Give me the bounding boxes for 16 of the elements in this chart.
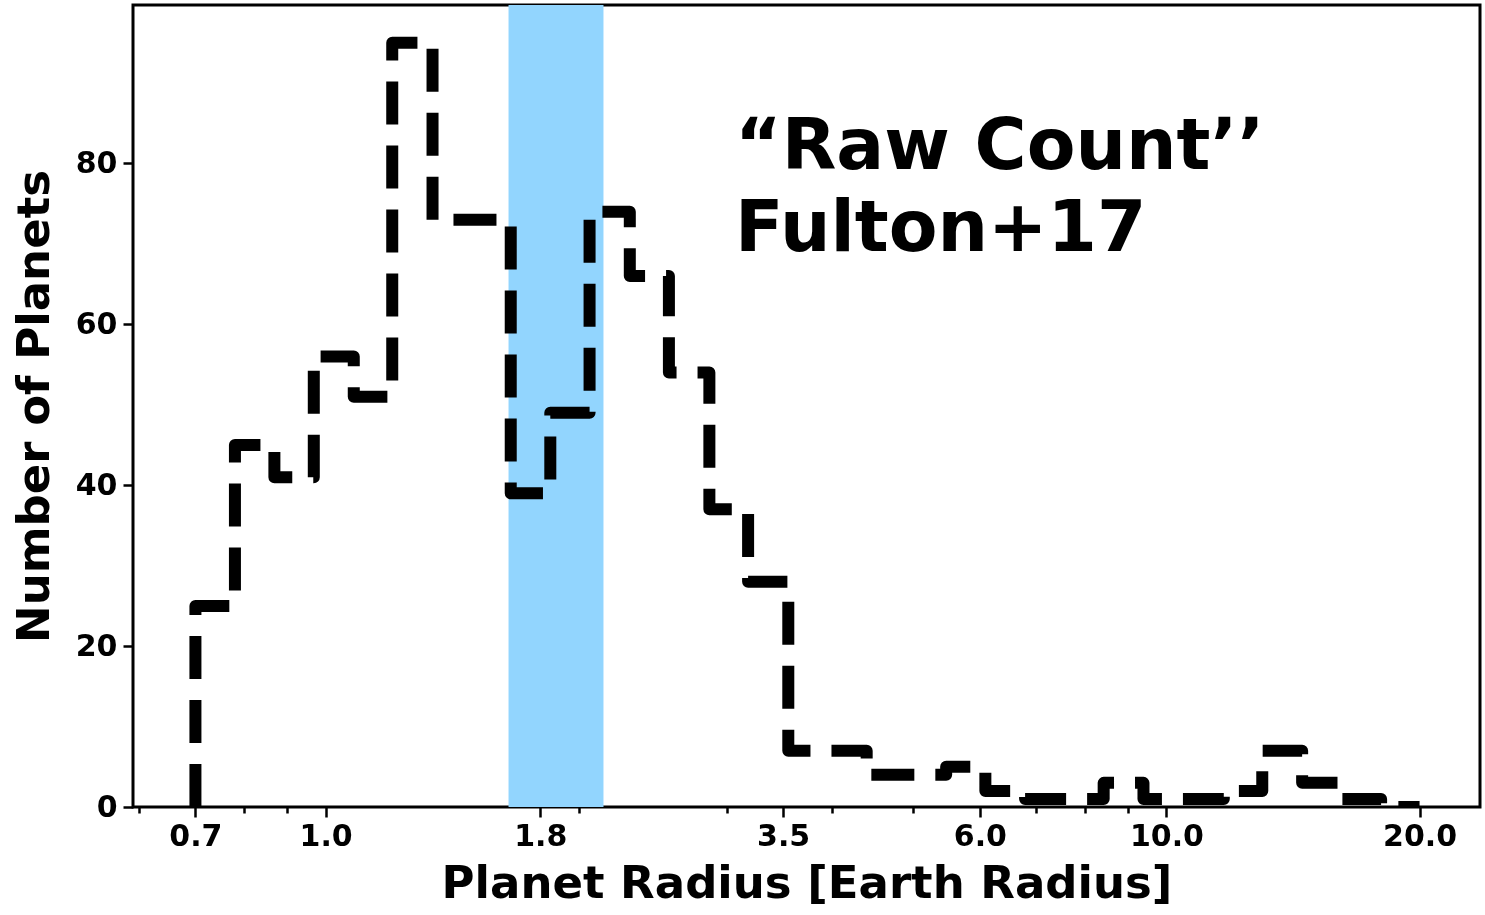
- x-tick-label: 1.0: [299, 817, 353, 853]
- y-tick-label: 20: [75, 627, 118, 663]
- x-tick-label: 3.5: [757, 817, 811, 853]
- x-axis-title: Planet Radius [Earth Radius]: [441, 855, 1173, 909]
- annotation: “Raw Count’’: [735, 103, 1265, 186]
- y-tick-label: 60: [75, 305, 118, 341]
- annotation: Fulton+17: [735, 185, 1147, 268]
- x-tick-label: 1.8: [514, 817, 568, 853]
- x-tick-label: 10.0: [1129, 817, 1204, 853]
- x-tick-label: 20.0: [1383, 817, 1458, 853]
- y-tick-label: 40: [75, 466, 118, 502]
- y-tick-label: 80: [75, 144, 118, 180]
- x-tick-label: 0.7: [169, 817, 223, 853]
- y-tick-label: 0: [96, 788, 118, 824]
- x-tick-label: 6.0: [953, 817, 1008, 853]
- y-axis-title: Number of Planets: [6, 170, 60, 643]
